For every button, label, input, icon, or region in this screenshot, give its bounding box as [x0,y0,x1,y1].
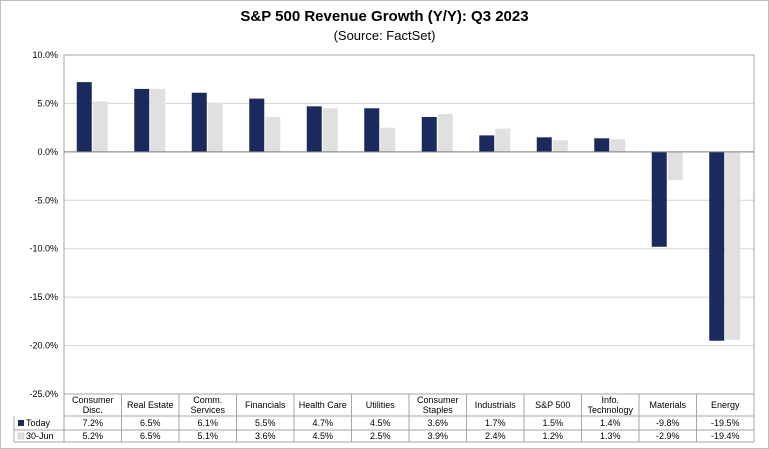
bar [437,114,453,152]
data-label: 2.5% [370,431,391,441]
bar [594,138,610,152]
bar [610,139,626,152]
data-label: 3.6% [255,431,276,441]
category-label: Services [190,405,225,415]
bar [191,92,207,152]
y-tick-label: -15.0% [29,292,58,302]
bar [479,135,495,152]
bar [421,116,437,152]
data-label: 4.5% [312,431,333,441]
y-tick-label: -5.0% [34,195,58,205]
bar [150,88,166,152]
data-label: 5.5% [255,418,276,428]
bar [76,82,92,152]
category-label: Comm. [193,395,222,405]
category-label: Consumer [72,395,114,405]
data-label: 5.2% [82,431,103,441]
category-label: Real Estate [127,400,174,410]
data-label: 1.7% [485,418,506,428]
data-label: 2.4% [485,431,506,441]
bar [725,151,741,340]
legend-label: Today [26,418,51,428]
chart-subtitle: (Source: FactSet) [333,28,436,43]
bar [92,101,108,152]
chart-title: S&P 500 Revenue Growth (Y/Y): Q3 2023 [240,8,529,25]
category-label: Staples [423,405,454,415]
plot-area-border [63,54,755,395]
bar [667,151,683,180]
category-label: Materials [649,400,686,410]
bar [364,108,380,152]
data-label: 4.7% [312,418,333,428]
legend-label: 30-Jun [26,431,54,441]
legend-key [17,432,25,440]
bar [306,106,322,152]
category-label: Technology [587,405,633,415]
data-label: -2.9% [656,431,680,441]
data-label: -19.4% [711,431,740,441]
legend-key [18,420,24,426]
bar [207,102,223,152]
bar [495,128,511,152]
bar [249,98,265,152]
category-label: Consumer [417,395,459,405]
y-tick-label: -20.0% [29,341,58,351]
data-label: 3.6% [427,418,448,428]
y-tick-label: 10.0% [32,50,58,60]
data-label: 1.5% [542,418,563,428]
data-label: 7.2% [82,418,103,428]
data-label: 3.9% [427,431,448,441]
data-label: 1.3% [600,431,621,441]
data-label: 5.1% [197,431,218,441]
data-label: 6.5% [140,431,161,441]
bar [265,116,281,152]
bar [134,88,150,152]
data-label: 1.4% [600,418,621,428]
y-tick-label: -10.0% [29,244,58,254]
category-label: S&P 500 [535,400,570,410]
category-label: Industrials [475,400,517,410]
category-label: Health Care [299,400,347,410]
data-label: 1.2% [542,431,563,441]
y-tick-label: 5.0% [37,98,58,108]
y-tick-label: -25.0% [29,389,58,399]
data-label: 6.1% [197,418,218,428]
category-label: Info. [601,395,619,405]
y-tick-label: 0.0% [37,147,58,157]
category-label: Utilities [366,400,396,410]
bar [552,140,568,152]
data-label: -9.8% [656,418,680,428]
data-label: 6.5% [140,418,161,428]
bar [380,127,396,152]
category-label: Energy [711,400,740,410]
data-label: 4.5% [370,418,391,428]
category-label: Financials [245,400,286,410]
bar [322,108,338,152]
data-label: -19.5% [711,418,740,428]
bar [709,151,725,341]
bar [536,137,552,152]
bar [651,151,667,247]
category-label: Disc. [83,405,103,415]
